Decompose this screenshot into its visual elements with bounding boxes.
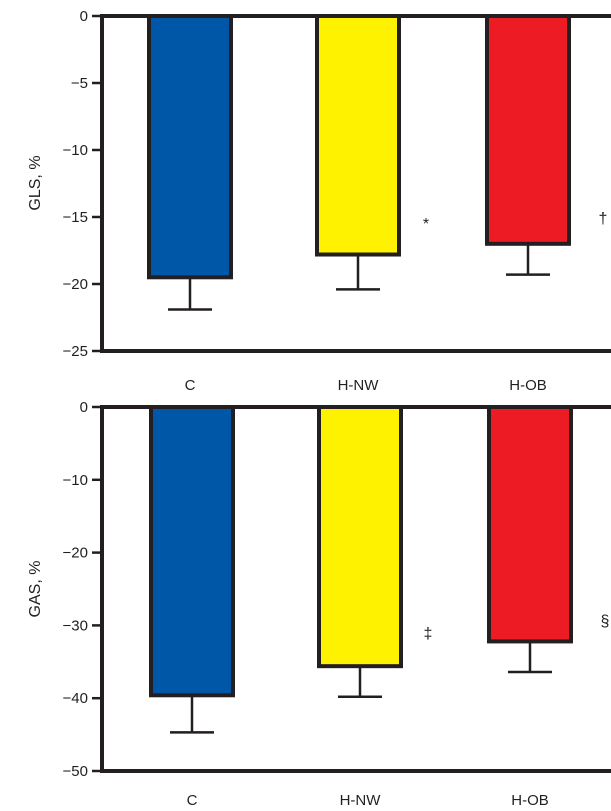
gas-bar-h-nw <box>317 405 403 669</box>
gas-bar-c <box>149 405 235 698</box>
gls-y-tick-label: −20 <box>63 276 88 293</box>
gas-y-tick-label: 0 <box>80 399 88 416</box>
gas-y-tick-label: −40 <box>63 690 88 707</box>
gls-y-tick-label: −25 <box>63 343 88 360</box>
gls-significance-mark: * <box>423 216 429 233</box>
gas-y-tick-label: −20 <box>63 545 88 562</box>
gls-category-label: H-OB <box>509 377 547 394</box>
gls-y-tick-label: −10 <box>63 142 88 159</box>
gls-y-axis-title: GLS, % <box>27 155 44 210</box>
gas-significance-mark: ‡ <box>424 626 433 643</box>
gas-y-tick-label: −30 <box>63 617 88 634</box>
gas-chart-panel: C H-NW H-OB 0 −10 −20 −30 −40 −50 GAS, % ‡ § <box>27 399 611 809</box>
gas-significance-mark: § <box>601 613 610 630</box>
gls-bar-h-nw <box>315 14 401 257</box>
gls-bar-h-ob <box>485 14 571 246</box>
gls-chart-panel: C H-NW H-OB 0 −5 −10 −15 −20 −25 GLS, % * † <box>27 8 611 394</box>
gls-bar-c <box>147 14 233 280</box>
gas-category-label: C <box>187 792 198 809</box>
gls-category-label: H-NW <box>338 377 380 394</box>
gas-category-label: H-NW <box>340 792 382 809</box>
gas-y-axis-title: GAS, % <box>27 561 44 618</box>
gls-y-tick-label: 0 <box>80 8 88 25</box>
gas-category-label: H-OB <box>511 792 549 809</box>
gls-y-tick-label: −15 <box>63 209 88 226</box>
gls-y-tick-label: −5 <box>71 75 88 92</box>
gls-category-label: C <box>185 377 196 394</box>
gas-y-tick-label: −50 <box>63 763 88 780</box>
gas-y-tick-label: −10 <box>63 472 88 489</box>
gls-significance-mark: † <box>599 211 608 228</box>
gas-bar-h-ob <box>487 405 573 644</box>
